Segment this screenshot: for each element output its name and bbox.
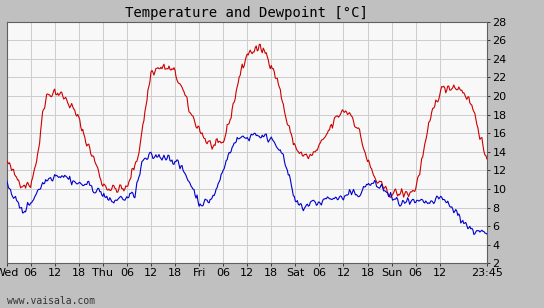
Title: Temperature and Dewpoint [°C]: Temperature and Dewpoint [°C] — [125, 6, 368, 20]
Text: www.vaisala.com: www.vaisala.com — [7, 297, 95, 306]
